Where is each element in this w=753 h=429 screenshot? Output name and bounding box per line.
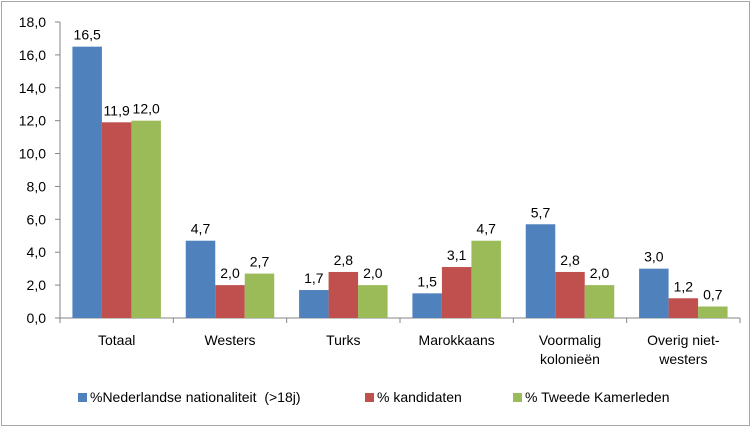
x-category-label: Marokkaans (419, 332, 495, 348)
y-tick-label: 10,0 (19, 146, 46, 162)
y-tick-label: 14,0 (19, 80, 46, 96)
bar (668, 298, 699, 318)
data-label: 4,7 (191, 221, 211, 237)
x-category-label: Totaal (98, 332, 135, 348)
data-label: 2,8 (560, 252, 580, 268)
bar (471, 240, 501, 318)
x-category-label: Turks (326, 332, 360, 348)
y-tick-label: 2,0 (27, 277, 47, 293)
legend-swatch (78, 393, 87, 402)
data-label: 4,7 (476, 221, 496, 237)
legend-swatch (513, 393, 522, 402)
data-label: 5,7 (531, 204, 551, 220)
legend: %Nederlandse nationaliteit (>18j) % kandi… (78, 389, 670, 405)
x-category-label: Voormalig (539, 332, 601, 348)
y-tick-label: 16,0 (19, 47, 46, 63)
axes: 0,0 2,0 4,0 6,0 8,0 10,0 12,0 14,0 16,0 18,0 Totaa… (19, 14, 741, 367)
data-label: 2,0 (220, 265, 240, 281)
y-tick-label: 0,0 (27, 310, 47, 326)
bar (215, 285, 245, 318)
bar (185, 240, 216, 318)
legend-label: %Nederlandse nationaliteit (>18j) (90, 389, 301, 405)
y-tick-label: 4,0 (27, 244, 47, 260)
bar (328, 271, 359, 318)
data-label: 2,7 (250, 254, 270, 270)
legend-label: % kandidaten (377, 389, 462, 405)
bar (358, 285, 388, 318)
legend-swatch (365, 393, 374, 402)
data-label: 0,7 (703, 286, 723, 302)
bar (72, 46, 102, 319)
bar (525, 224, 556, 318)
bar (441, 267, 472, 318)
bar (299, 290, 329, 318)
bar (555, 271, 585, 318)
y-tick-label: 8,0 (27, 178, 47, 194)
data-label: 1,7 (304, 270, 324, 286)
x-category-label: Westers (204, 332, 255, 348)
bar (639, 268, 669, 318)
y-tick-label: 18,0 (19, 14, 46, 30)
bar (101, 122, 132, 318)
bar (698, 306, 728, 318)
bar (412, 293, 442, 318)
data-label: 2,0 (363, 265, 383, 281)
data-label: 12,0 (133, 101, 160, 117)
data-label: 1,2 (674, 278, 694, 294)
legend-label: % Tweede Kamerleden (525, 389, 670, 405)
data-label: 2,0 (590, 265, 610, 281)
data-label: 1,5 (417, 273, 437, 289)
bar (131, 120, 161, 319)
data-label: 3,0 (644, 249, 664, 265)
x-category-label: kolonieën (540, 351, 600, 367)
bars (72, 46, 728, 319)
data-labels: 16,5 4,7 1,7 1,5 5,7 3,0 11,9 2,0 2,8 3,1 2,8 1,2 12… (74, 27, 723, 303)
data-label: 3,1 (447, 247, 467, 263)
bar (244, 273, 275, 318)
y-tick-label: 12,0 (19, 113, 46, 129)
data-label: 16,5 (74, 27, 101, 43)
data-label: 2,8 (334, 252, 354, 268)
data-label: 11,9 (104, 102, 130, 118)
x-category-label: Overig niet- (647, 332, 720, 348)
y-tick-label: 6,0 (27, 211, 47, 227)
x-category-label: westers (658, 351, 707, 367)
bar (584, 285, 615, 318)
